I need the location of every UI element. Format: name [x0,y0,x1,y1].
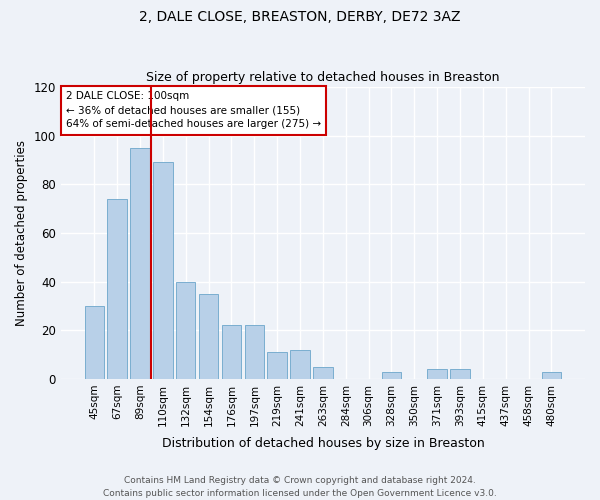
Title: Size of property relative to detached houses in Breaston: Size of property relative to detached ho… [146,72,500,85]
Bar [153,162,173,379]
Text: 2, DALE CLOSE, BREASTON, DERBY, DE72 3AZ: 2, DALE CLOSE, BREASTON, DERBY, DE72 3AZ [139,10,461,24]
Bar [245,326,264,379]
Bar [427,369,447,379]
Bar [130,148,150,379]
Bar [268,352,287,379]
Y-axis label: Number of detached properties: Number of detached properties [15,140,28,326]
Bar [176,282,196,379]
Bar [313,366,332,379]
Bar [107,199,127,379]
Bar [290,350,310,379]
X-axis label: Distribution of detached houses by size in Breaston: Distribution of detached houses by size … [161,437,484,450]
Text: Contains HM Land Registry data © Crown copyright and database right 2024.
Contai: Contains HM Land Registry data © Crown c… [103,476,497,498]
Bar [451,369,470,379]
Bar [222,326,241,379]
Text: 2 DALE CLOSE: 100sqm
← 36% of detached houses are smaller (155)
64% of semi-deta: 2 DALE CLOSE: 100sqm ← 36% of detached h… [66,92,321,130]
Bar [85,306,104,379]
Bar [542,372,561,379]
Bar [199,294,218,379]
Bar [382,372,401,379]
